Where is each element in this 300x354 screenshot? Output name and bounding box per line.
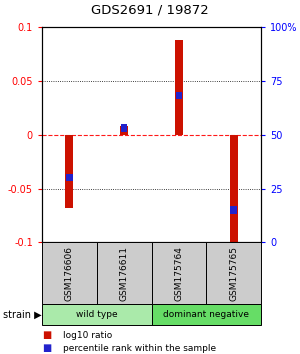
Text: dominant negative: dominant negative: [163, 310, 249, 319]
Bar: [66, 174, 73, 182]
Text: GSM175765: GSM175765: [229, 246, 238, 301]
Bar: [176, 92, 182, 99]
Bar: [175, 40, 183, 135]
Text: GSM176606: GSM176606: [65, 246, 74, 301]
Text: ■: ■: [42, 330, 51, 340]
Bar: [120, 126, 128, 135]
Text: log10 ratio: log10 ratio: [63, 331, 112, 339]
Text: GDS2691 / 19872: GDS2691 / 19872: [91, 3, 209, 16]
Bar: [121, 124, 128, 132]
Bar: [230, 206, 237, 214]
Text: wild type: wild type: [76, 310, 118, 319]
Bar: [230, 135, 238, 244]
Text: percentile rank within the sample: percentile rank within the sample: [63, 344, 216, 353]
Text: strain ▶: strain ▶: [3, 310, 42, 320]
Text: ■: ■: [42, 343, 51, 353]
Text: GSM175764: GSM175764: [174, 246, 183, 301]
Text: GSM176611: GSM176611: [120, 246, 129, 301]
Bar: [65, 135, 74, 208]
